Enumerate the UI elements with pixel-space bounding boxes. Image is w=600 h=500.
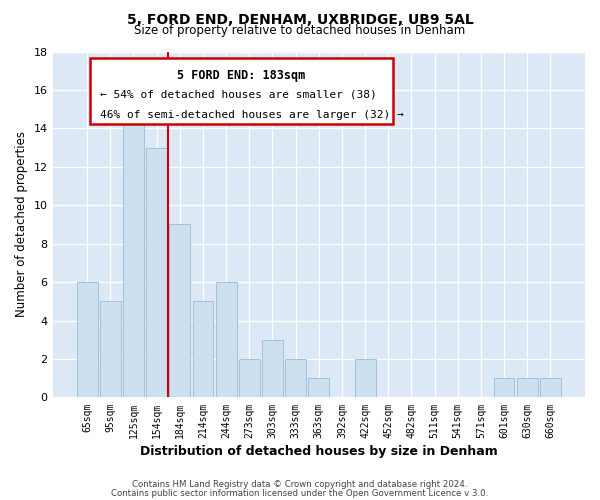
Text: ← 54% of detached houses are smaller (38): ← 54% of detached houses are smaller (38… (100, 90, 377, 100)
Bar (262, 340, 283, 398)
Bar (169, 224, 190, 398)
Text: 5 FORD END: 183sqm: 5 FORD END: 183sqm (178, 69, 305, 82)
Bar (77, 282, 98, 398)
Bar (355, 359, 376, 398)
Bar (193, 302, 214, 398)
Bar (540, 378, 561, 398)
Bar (239, 359, 260, 398)
FancyBboxPatch shape (90, 58, 394, 124)
Bar (146, 148, 167, 398)
Bar (494, 378, 514, 398)
X-axis label: Distribution of detached houses by size in Denham: Distribution of detached houses by size … (140, 444, 497, 458)
Bar (308, 378, 329, 398)
Text: 5, FORD END, DENHAM, UXBRIDGE, UB9 5AL: 5, FORD END, DENHAM, UXBRIDGE, UB9 5AL (127, 12, 473, 26)
Bar (285, 359, 306, 398)
Bar (123, 109, 144, 398)
Text: Contains public sector information licensed under the Open Government Licence v : Contains public sector information licen… (112, 489, 488, 498)
Bar (100, 302, 121, 398)
Bar (216, 282, 236, 398)
Y-axis label: Number of detached properties: Number of detached properties (15, 132, 28, 318)
Bar (517, 378, 538, 398)
Text: 46% of semi-detached houses are larger (32) →: 46% of semi-detached houses are larger (… (100, 110, 404, 120)
Text: Size of property relative to detached houses in Denham: Size of property relative to detached ho… (134, 24, 466, 37)
Text: Contains HM Land Registry data © Crown copyright and database right 2024.: Contains HM Land Registry data © Crown c… (132, 480, 468, 489)
